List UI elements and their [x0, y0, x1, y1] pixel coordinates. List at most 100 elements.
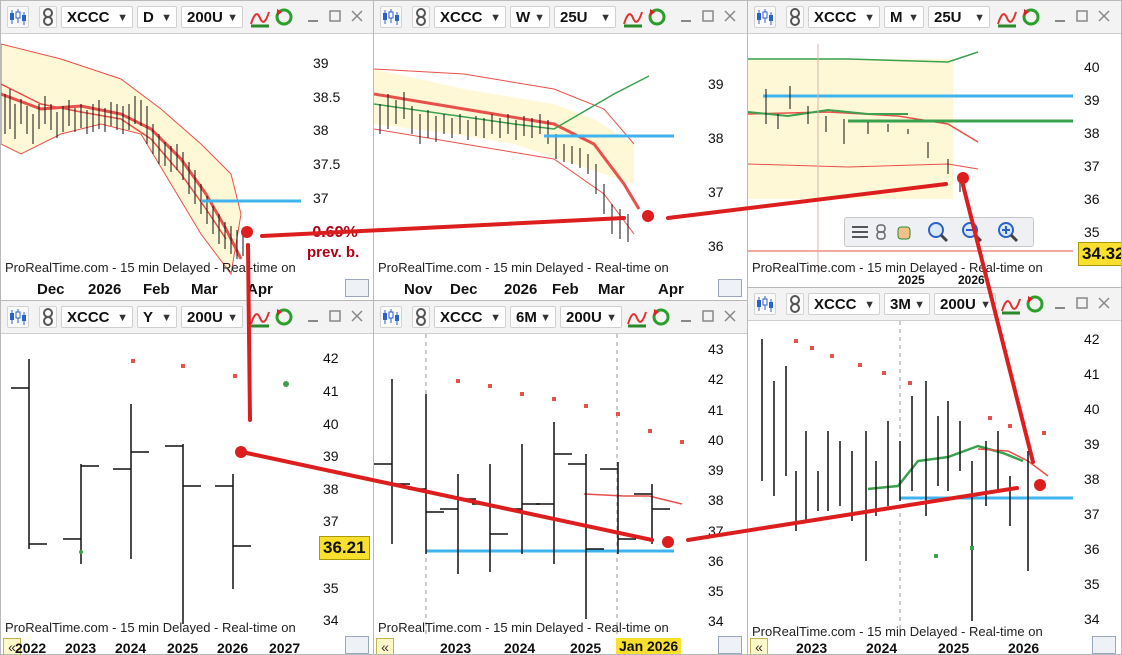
- minimize-icon[interactable]: [307, 309, 319, 322]
- chart-panel-monthly[interactable]: XCCC ▼ M ▼ 25U ▼ 40 39 38 37 36 35 ProRealT…: [747, 0, 1122, 288]
- symbol-dropdown[interactable]: XCCC ▼: [61, 306, 133, 328]
- zoom-fit-icon[interactable]: [927, 221, 949, 248]
- symbol-dropdown[interactable]: XCCC ▼: [434, 306, 506, 328]
- indicator-icon[interactable]: [626, 306, 648, 328]
- candlestick-icon[interactable]: [380, 6, 402, 28]
- double-chevron-left-icon[interactable]: «: [376, 638, 394, 654]
- chevron-down-icon: ▼: [227, 312, 238, 324]
- link-icon[interactable]: [412, 6, 430, 28]
- units-dropdown[interactable]: 25U ▼: [928, 6, 990, 28]
- close-icon[interactable]: [724, 309, 736, 322]
- scroll-right-icon[interactable]: [345, 279, 369, 297]
- sar-dots: [131, 359, 237, 378]
- units-dropdown[interactable]: 200U ▼: [934, 293, 996, 315]
- units-dropdown[interactable]: 200U ▼: [560, 306, 622, 328]
- scroll-right-icon[interactable]: [718, 279, 742, 297]
- y-tick-label: 39: [1084, 436, 1100, 452]
- period-dropdown[interactable]: 3M ▼: [884, 293, 930, 315]
- chart-panel-yearly[interactable]: XCCC ▼ Y ▼ 200U ▼ 42 41 40 39 38 37 35: [0, 300, 374, 655]
- refresh-icon[interactable]: [1020, 6, 1042, 28]
- zoom-out-icon[interactable]: [961, 221, 983, 248]
- close-icon[interactable]: [351, 9, 363, 22]
- close-icon[interactable]: [724, 9, 736, 22]
- minimize-icon[interactable]: [307, 9, 319, 22]
- refresh-icon[interactable]: [650, 306, 672, 328]
- maximize-icon[interactable]: [329, 309, 341, 322]
- minimize-icon[interactable]: [1054, 9, 1066, 22]
- period-dropdown[interactable]: 6M ▼: [510, 306, 556, 328]
- y-axis: 42 41 40 39 38 37 35 34: [323, 350, 339, 628]
- candlestick-icon[interactable]: [7, 6, 29, 28]
- refresh-icon[interactable]: [1024, 293, 1046, 315]
- indicator-icon[interactable]: [249, 6, 271, 28]
- link-icon[interactable]: [412, 306, 430, 328]
- indicator-icon[interactable]: [1000, 293, 1022, 315]
- symbol-dropdown[interactable]: XCCC ▼: [808, 6, 880, 28]
- candlestick-icon[interactable]: [754, 6, 776, 28]
- period-dropdown[interactable]: M ▼: [884, 6, 924, 28]
- maximize-icon[interactable]: [702, 309, 714, 322]
- scroll-right-icon[interactable]: [345, 636, 369, 654]
- chart-panel-3month[interactable]: XCCC ▼ 3M ▼ 200U ▼ 42 41 40 39 38 37: [747, 287, 1122, 655]
- period-dropdown[interactable]: D ▼: [137, 6, 177, 28]
- units-dropdown[interactable]: 200U ▼: [181, 306, 243, 328]
- period-dropdown[interactable]: Y ▼: [137, 306, 177, 328]
- link-icon[interactable]: [875, 223, 887, 246]
- y-tick-label: 38: [708, 130, 724, 146]
- scroll-right-icon[interactable]: [1092, 636, 1116, 654]
- units-dropdown[interactable]: 200U ▼: [181, 6, 243, 28]
- y-axis: 42 41 40 39 38 37 36 35 34: [1084, 331, 1100, 627]
- price-chart[interactable]: 39 38.5 38 37.5 37 ProRealTime.com - 15 …: [1, 34, 374, 301]
- candlestick-icon[interactable]: [754, 293, 776, 315]
- refresh-icon[interactable]: [646, 6, 668, 28]
- link-icon[interactable]: [786, 6, 804, 28]
- double-chevron-left-icon[interactable]: «: [3, 638, 21, 654]
- minimize-icon[interactable]: [680, 9, 692, 22]
- chevron-down-icon: ▼: [161, 312, 172, 324]
- close-icon[interactable]: [1098, 296, 1110, 309]
- link-icon[interactable]: [39, 6, 57, 28]
- candlestick-icon[interactable]: [380, 306, 402, 328]
- menu-icon[interactable]: [851, 224, 869, 245]
- chevron-down-icon: ▼: [980, 299, 991, 311]
- price-chart[interactable]: 42 41 40 39 38 37 36 35 34 ProRealTime.c…: [748, 321, 1122, 641]
- indicator-icon[interactable]: [622, 6, 644, 28]
- maximize-icon[interactable]: [329, 9, 341, 22]
- link-icon[interactable]: [786, 293, 804, 315]
- symbol-dropdown[interactable]: XCCC ▼: [808, 293, 880, 315]
- maximize-icon[interactable]: [1076, 9, 1088, 22]
- chevron-down-icon: ▼: [974, 12, 985, 24]
- close-icon[interactable]: [351, 309, 363, 322]
- minimize-icon[interactable]: [680, 309, 692, 322]
- double-chevron-left-icon[interactable]: «: [750, 638, 768, 654]
- refresh-icon[interactable]: [273, 6, 295, 28]
- chart-panel-6month[interactable]: XCCC ▼ 6M ▼ 200U ▼ 43 42: [373, 300, 748, 655]
- scroll-right-icon[interactable]: [718, 636, 742, 654]
- minimize-icon[interactable]: [1054, 296, 1066, 309]
- indicator-icon[interactable]: [249, 306, 271, 328]
- period-dropdown[interactable]: W ▼: [510, 6, 550, 28]
- maximize-icon[interactable]: [1076, 296, 1088, 309]
- maximize-icon[interactable]: [702, 9, 714, 22]
- symbol-dropdown[interactable]: XCCC ▼: [434, 6, 506, 28]
- y-tick-label: 38.5: [313, 89, 340, 105]
- link-icon[interactable]: [39, 306, 57, 328]
- symbol-dropdown[interactable]: XCCC ▼: [61, 6, 133, 28]
- chart-panel-daily[interactable]: XCCC ▼ D ▼ 200U ▼ 39 38.5 38 37.5 37 ProRea…: [0, 0, 374, 301]
- price-chart[interactable]: 40 39 38 37 36 35 ProRealTime.com - 15 m…: [748, 34, 1122, 288]
- units-dropdown[interactable]: 25U ▼: [554, 6, 616, 28]
- hand-tool-icon[interactable]: [895, 222, 915, 247]
- symbol-label: XCCC: [814, 296, 857, 313]
- price-chart[interactable]: 39 38 37 36 ProRealTime.com - 15 min Del…: [374, 34, 748, 301]
- chart-panel-weekly[interactable]: XCCC ▼ W ▼ 25U ▼ 39 38 37 36 ProRealTime.co…: [373, 0, 748, 301]
- price-chart[interactable]: 42 41 40 39 38 37 35 34 ProRealTime.com …: [1, 334, 374, 634]
- y-axis: 39 38 37 36: [708, 76, 724, 254]
- indicator-icon[interactable]: [996, 6, 1018, 28]
- period-label: Y: [143, 309, 154, 326]
- y-tick-label: 36: [708, 238, 724, 254]
- refresh-icon[interactable]: [273, 306, 295, 328]
- close-icon[interactable]: [1098, 9, 1110, 22]
- candlestick-icon[interactable]: [7, 306, 29, 328]
- zoom-in-icon[interactable]: [997, 221, 1019, 248]
- price-chart[interactable]: 43 42 41 40 39 38 37 36 35 34 ProRealTim…: [374, 334, 748, 634]
